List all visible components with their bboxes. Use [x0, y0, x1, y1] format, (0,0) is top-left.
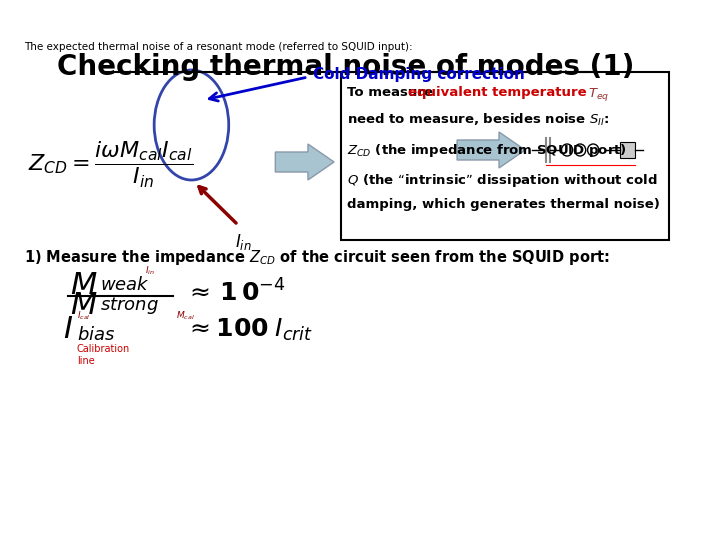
Text: equivalent temperature: equivalent temperature — [408, 86, 591, 99]
Text: need to measure, besides noise $\mathit{S_{II}}$:: need to measure, besides noise $\mathit{… — [347, 112, 609, 128]
Text: $I_{cal}$: $I_{cal}$ — [77, 309, 91, 322]
Text: $I_{in}$: $I_{in}$ — [235, 232, 252, 252]
Text: $\mathit{weak}$: $\mathit{weak}$ — [100, 276, 150, 294]
Text: Checking thermal noise of modes (1): Checking thermal noise of modes (1) — [57, 53, 634, 81]
Bar — [620, 142, 635, 158]
Text: $\mathit{bias}$: $\mathit{bias}$ — [77, 326, 115, 344]
Text: $M_{cal}$: $M_{cal}$ — [176, 309, 194, 322]
Text: 1) Measure the impedance $Z_{CD}$ of the circuit seen from the SQUID port:: 1) Measure the impedance $Z_{CD}$ of the… — [24, 248, 609, 267]
Text: To measure: To measure — [347, 86, 438, 99]
Text: $\approx\,\mathbf{1\,0}^{-4}$: $\approx\,\mathbf{1\,0}^{-4}$ — [185, 279, 286, 307]
Text: $\approx\mathbf{100}\;\mathit{I}_{crit}$: $\approx\mathbf{100}\;\mathit{I}_{crit}$ — [185, 317, 313, 343]
Text: Calibration
line: Calibration line — [77, 344, 130, 366]
Text: $Z_{CD} = \dfrac{i\omega M_{cal}I_{cal}}{I_{in}}$: $Z_{CD} = \dfrac{i\omega M_{cal}I_{cal}}… — [28, 140, 194, 190]
Text: $\mathit{T_{eq}}$: $\mathit{T_{eq}}$ — [588, 86, 609, 103]
Text: The expected thermal noise of a resonant mode (referred to SQUID input):: The expected thermal noise of a resonant… — [24, 42, 413, 52]
Polygon shape — [457, 132, 525, 168]
Text: Cold Damping correction: Cold Damping correction — [312, 68, 524, 83]
Text: damping, which generates thermal noise): damping, which generates thermal noise) — [347, 198, 660, 211]
Text: $\mathit{Q}$ (the “intrinsic” dissipation without cold: $\mathit{Q}$ (the “intrinsic” dissipatio… — [347, 172, 657, 189]
Text: $\mathit{strong}$: $\mathit{strong}$ — [100, 294, 159, 315]
Ellipse shape — [154, 70, 229, 180]
Text: $Z_{CD}$ (the impedance from SQUID port): $Z_{CD}$ (the impedance from SQUID port) — [347, 142, 627, 159]
Text: $\mathit{M}$: $\mathit{M}$ — [71, 269, 98, 300]
FancyBboxPatch shape — [341, 72, 669, 240]
Text: $\mathit{M}$: $\mathit{M}$ — [71, 289, 98, 321]
Polygon shape — [275, 144, 334, 180]
Text: $\mathit{I}$: $\mathit{I}$ — [63, 314, 73, 346]
Text: $I_{in}$: $I_{in}$ — [145, 265, 155, 277]
